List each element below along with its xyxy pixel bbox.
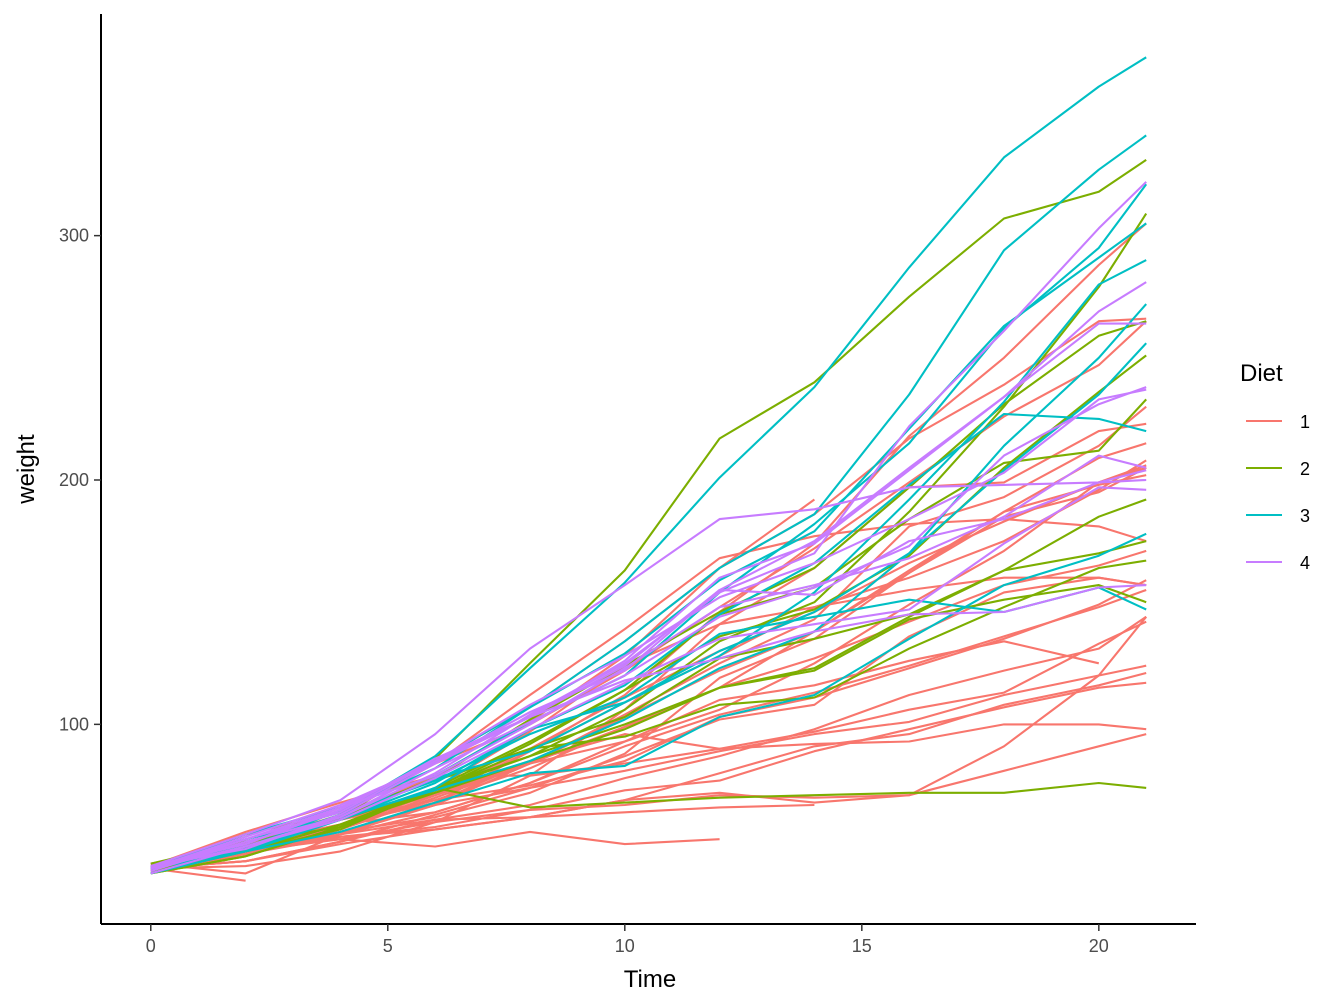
legend-entries: 1 2 3 4 <box>1246 412 1310 573</box>
series-layer <box>150 56 1148 882</box>
legend: Diet 1 2 3 4 <box>1240 360 1310 573</box>
series-line-diet-4 <box>150 388 1147 872</box>
x-tick-label: 0 <box>146 936 156 956</box>
legend-title: Diet <box>1240 360 1283 387</box>
legend-label-1: 1 <box>1300 412 1310 432</box>
y-tick-label: 200 <box>59 470 89 490</box>
series-line-diet-4 <box>150 322 1147 870</box>
legend-label-3: 3 <box>1300 506 1310 526</box>
series-line-diet-4 <box>150 584 1147 868</box>
series-line-diet-4 <box>150 478 1147 868</box>
series-line-diet-2 <box>150 584 1147 868</box>
series-line-diet-1 <box>150 589 1147 873</box>
series-line-diet-1 <box>150 620 1147 868</box>
series-line-diet-3 <box>150 532 1147 870</box>
legend-label-4: 4 <box>1300 553 1310 573</box>
y-axis-ticks: 100 200 300 <box>59 226 101 734</box>
series-line-diet-4 <box>150 454 1147 870</box>
series-line-diet-1 <box>150 442 1147 873</box>
series-line-diet-3 <box>150 259 1147 870</box>
y-tick-label: 100 <box>59 714 89 734</box>
y-tick-label: 300 <box>59 226 89 246</box>
series-line-diet-4 <box>150 486 1147 870</box>
y-axis-title: weight <box>13 434 40 505</box>
x-tick-label: 5 <box>383 936 393 956</box>
x-axis-title: Time <box>624 966 676 993</box>
series-line-diet-1 <box>150 464 1147 868</box>
x-tick-label: 10 <box>615 936 635 956</box>
series-line-diet-2 <box>150 354 1147 868</box>
series-line-diet-4 <box>150 181 1147 875</box>
legend-label-2: 2 <box>1300 459 1310 479</box>
x-tick-label: 15 <box>852 936 872 956</box>
x-axis-ticks: 0 5 10 15 20 <box>146 924 1109 956</box>
series-line-diet-1 <box>150 616 1148 868</box>
series-line-diet-3 <box>150 134 1147 870</box>
series-line-diet-1 <box>150 671 1147 870</box>
series-line-diet-1 <box>150 615 1147 870</box>
x-tick-label: 20 <box>1089 936 1109 956</box>
